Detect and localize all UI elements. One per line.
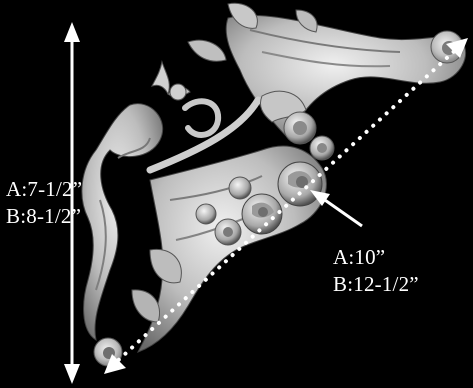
- height-option-b: B:8-1/2”: [6, 204, 82, 228]
- height-option-a: A:7-1/2”: [6, 177, 83, 201]
- diagonal-dimension-dotted-line: [110, 42, 464, 368]
- pointer-arrow-icon: [310, 190, 330, 206]
- pointer-line: [321, 196, 363, 228]
- arrow-top-right-icon: [446, 38, 468, 58]
- diagonal-dimension-label: A:10” B:12-1/2”: [333, 244, 419, 298]
- ornament-body: [81, 2, 467, 367]
- diagonal-option-a: A:10”: [333, 245, 386, 269]
- arrow-bottom-left-icon: [104, 354, 126, 374]
- arrow-down-icon: [64, 364, 80, 384]
- arrow-up-icon: [64, 22, 80, 42]
- diagonal-option-b: B:12-1/2”: [333, 272, 419, 296]
- height-dimension-label: A:7-1/2” B:8-1/2”: [6, 176, 82, 230]
